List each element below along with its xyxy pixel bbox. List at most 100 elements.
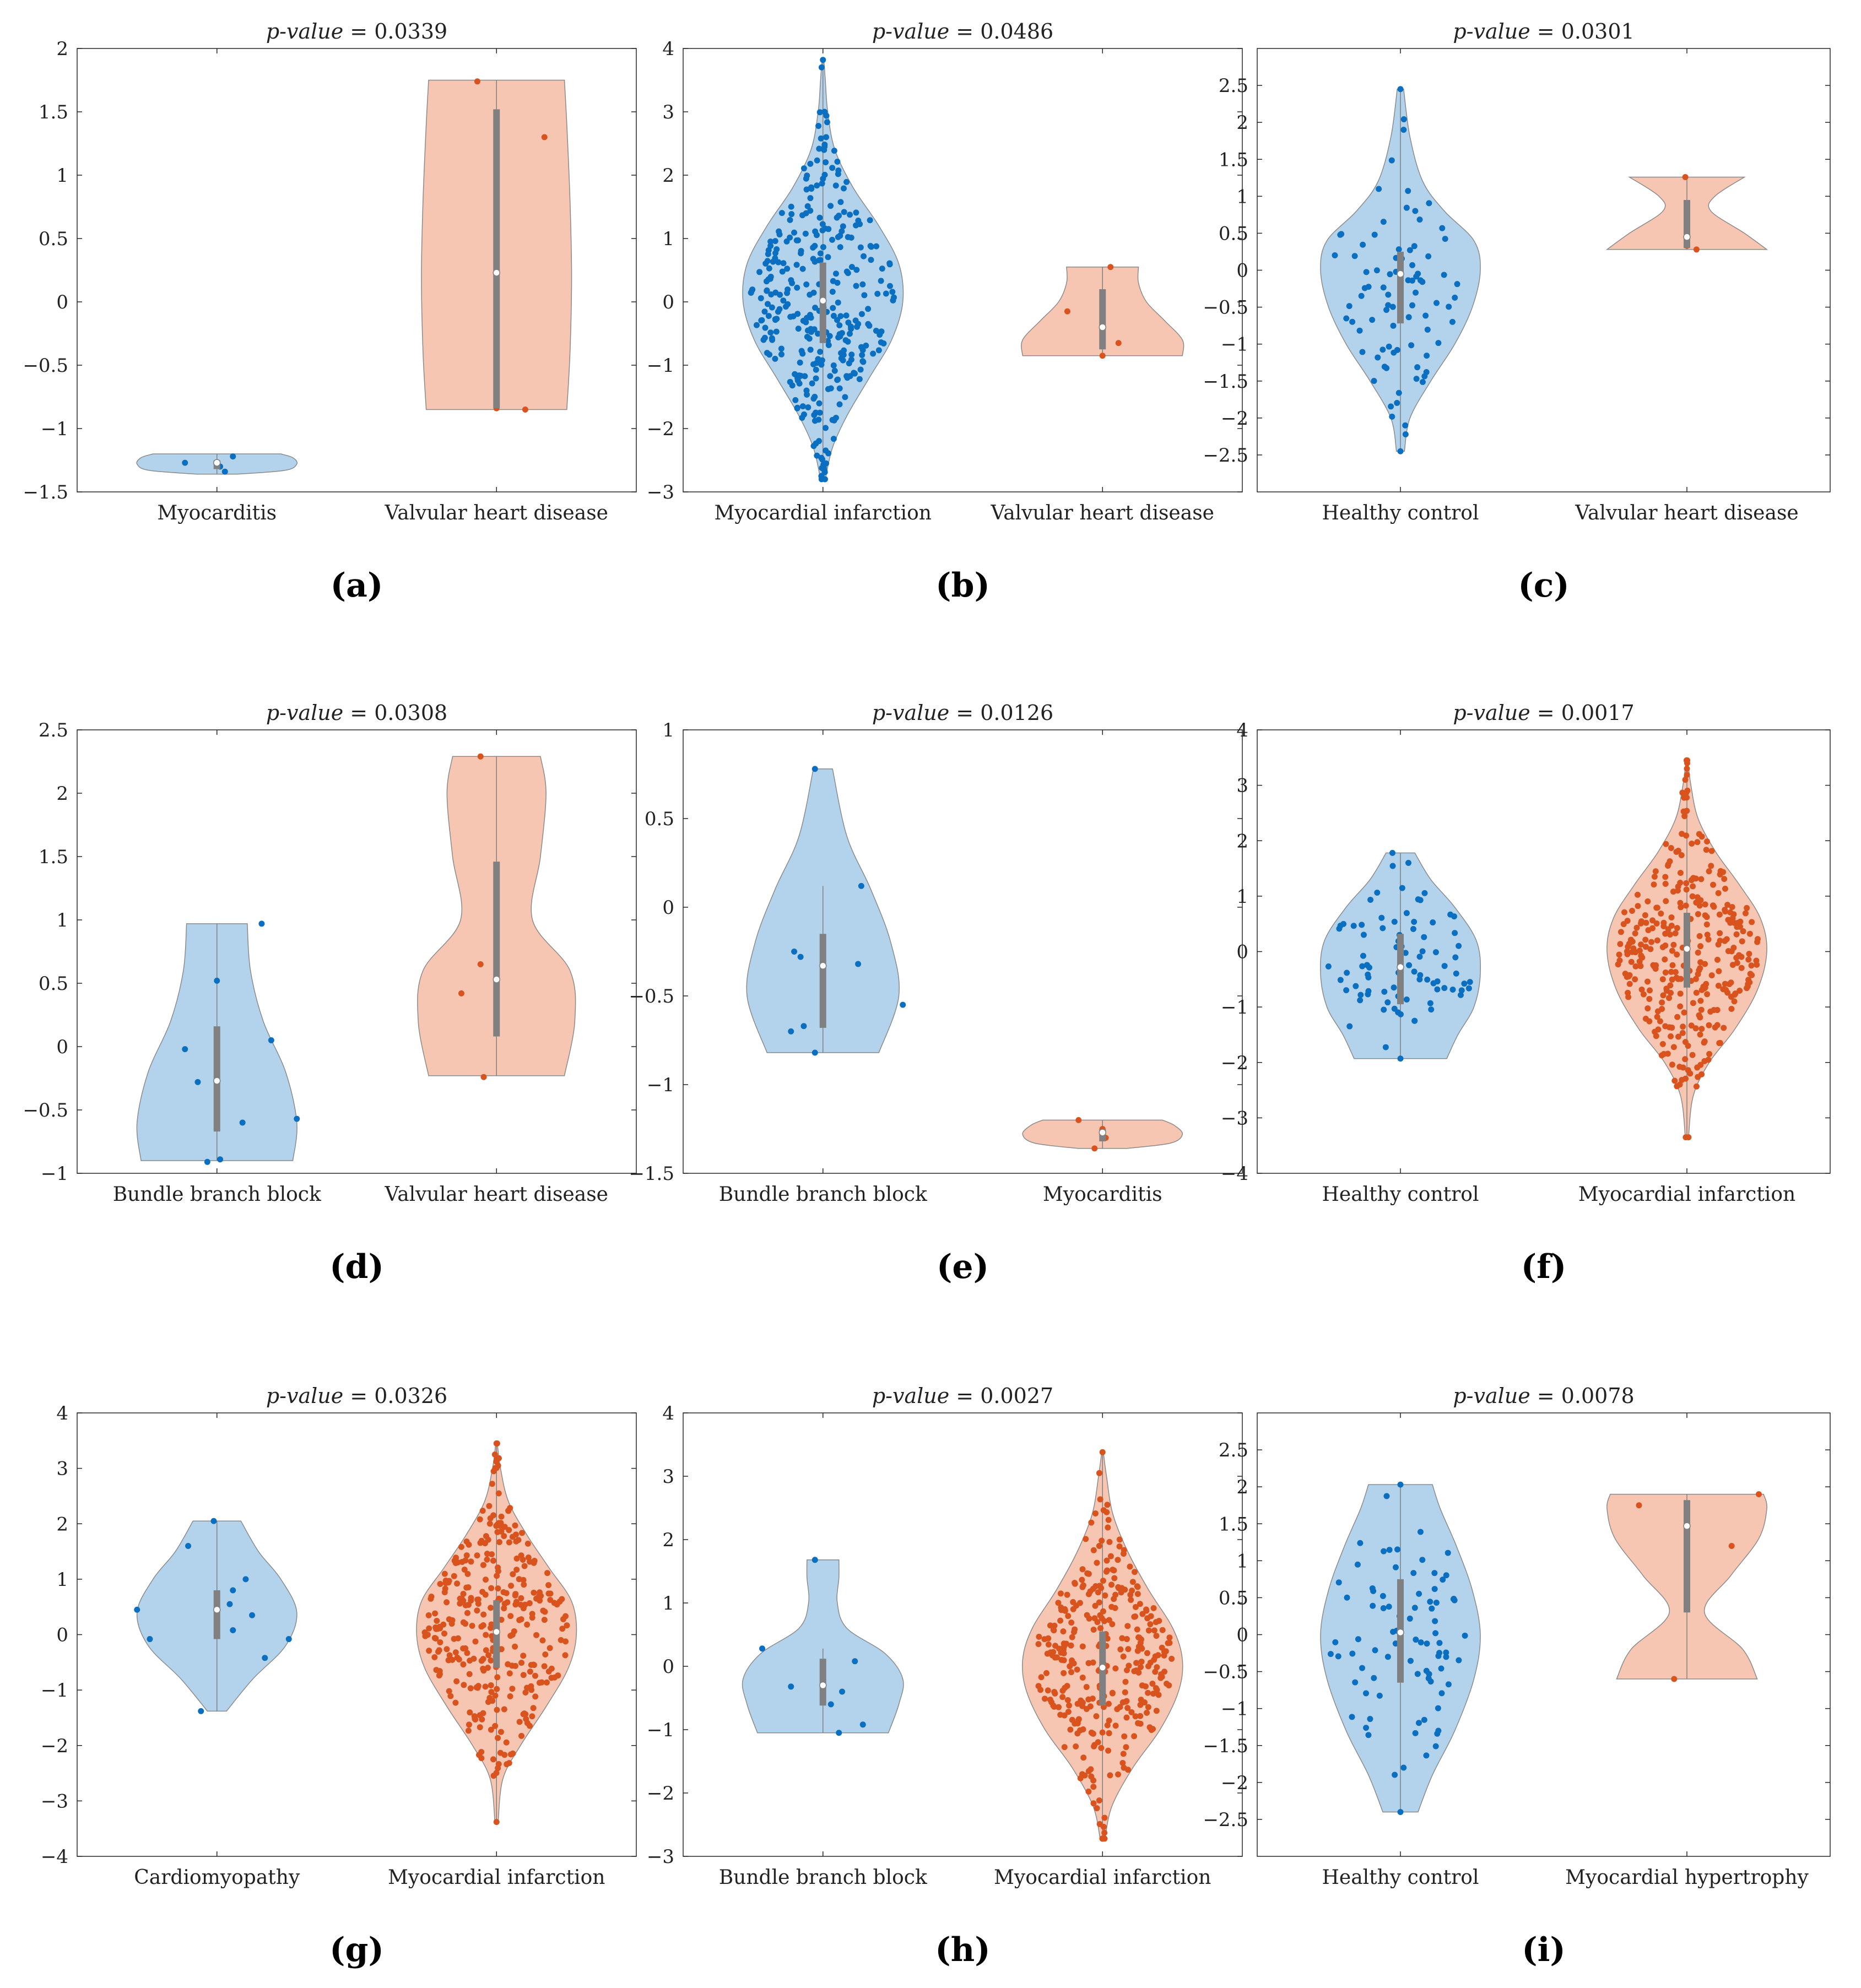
data-point bbox=[1679, 1030, 1686, 1036]
title-value: = 0.0301 bbox=[1530, 19, 1635, 44]
y-tick-label: 0 bbox=[56, 1624, 68, 1646]
data-point bbox=[556, 1598, 563, 1605]
data-point bbox=[1731, 998, 1738, 1005]
data-point bbox=[1432, 949, 1439, 956]
data-point bbox=[1072, 1580, 1078, 1587]
data-point bbox=[816, 438, 823, 445]
data-point bbox=[1103, 1557, 1110, 1564]
data-point bbox=[492, 1722, 499, 1729]
data-point bbox=[837, 199, 844, 205]
x-tick-label: Bundle branch block bbox=[719, 1183, 928, 1206]
data-point bbox=[1091, 1145, 1098, 1152]
x-tick-label: Bundle branch block bbox=[719, 1866, 928, 1889]
data-point bbox=[1118, 1587, 1124, 1594]
y-tick-label: 1 bbox=[662, 1592, 674, 1615]
data-point bbox=[855, 961, 862, 967]
data-point bbox=[1671, 1676, 1678, 1682]
data-point bbox=[1672, 930, 1679, 936]
data-point bbox=[541, 134, 548, 140]
data-point bbox=[1652, 868, 1659, 875]
data-point bbox=[1697, 959, 1704, 966]
data-point bbox=[1454, 281, 1460, 288]
data-point bbox=[1703, 981, 1709, 987]
data-point bbox=[1134, 1584, 1141, 1590]
data-point bbox=[1096, 1583, 1103, 1589]
data-point bbox=[1107, 264, 1114, 270]
data-point bbox=[1698, 833, 1705, 840]
data-point bbox=[451, 1573, 457, 1579]
data-point bbox=[1371, 378, 1377, 384]
data-point bbox=[1424, 353, 1430, 359]
data-point bbox=[1358, 292, 1365, 299]
data-point bbox=[812, 228, 819, 235]
data-point bbox=[1442, 236, 1448, 242]
data-point bbox=[1456, 1657, 1462, 1664]
data-point bbox=[1133, 1667, 1140, 1674]
data-point bbox=[819, 180, 825, 187]
y-tick-label: 0.5 bbox=[645, 808, 674, 830]
data-point bbox=[848, 264, 855, 270]
data-point bbox=[1457, 992, 1464, 998]
data-point bbox=[1648, 939, 1655, 945]
data-point bbox=[432, 1610, 439, 1617]
data-point bbox=[1432, 1618, 1438, 1624]
data-point bbox=[484, 1551, 490, 1557]
data-point bbox=[1132, 1613, 1139, 1620]
data-point bbox=[1739, 938, 1745, 945]
data-point bbox=[501, 1532, 507, 1539]
data-point bbox=[508, 1583, 515, 1589]
data-point bbox=[1655, 1026, 1662, 1033]
data-point bbox=[426, 1625, 432, 1632]
data-point bbox=[1729, 904, 1735, 911]
data-point bbox=[844, 375, 851, 381]
data-point bbox=[787, 234, 793, 241]
data-point bbox=[453, 1554, 459, 1561]
data-point bbox=[812, 258, 818, 265]
data-point bbox=[1075, 1117, 1082, 1123]
data-point bbox=[1361, 285, 1368, 291]
data-point bbox=[1439, 225, 1446, 231]
data-point bbox=[1156, 1618, 1162, 1624]
data-point bbox=[1410, 925, 1416, 932]
data-point bbox=[1745, 981, 1751, 987]
data-point bbox=[1654, 904, 1660, 911]
data-point bbox=[446, 1688, 452, 1694]
data-point bbox=[477, 961, 484, 967]
data-point bbox=[1637, 963, 1644, 969]
data-point bbox=[1380, 284, 1387, 291]
data-point bbox=[1698, 1026, 1705, 1032]
data-point bbox=[1085, 1696, 1092, 1703]
data-point bbox=[1097, 1625, 1104, 1632]
data-point bbox=[1337, 977, 1344, 983]
data-point bbox=[1166, 1682, 1172, 1689]
data-point bbox=[1416, 216, 1423, 223]
data-point bbox=[863, 342, 869, 349]
data-point bbox=[1357, 997, 1364, 1004]
data-point bbox=[1628, 958, 1635, 965]
data-point bbox=[753, 322, 760, 328]
data-point bbox=[488, 1726, 494, 1733]
data-point bbox=[1668, 989, 1674, 996]
x-tick-label: Valvular heart disease bbox=[385, 502, 608, 524]
data-point bbox=[1115, 1557, 1121, 1563]
data-point bbox=[1683, 886, 1690, 893]
y-tick-label: 1 bbox=[1236, 886, 1248, 908]
data-point bbox=[1659, 1006, 1665, 1012]
y-tick-label: 0.5 bbox=[39, 228, 68, 250]
data-point bbox=[1746, 930, 1753, 937]
data-point bbox=[426, 1648, 432, 1654]
data-point bbox=[1387, 271, 1393, 278]
group-valvular-heart-disease: Valvular heart disease bbox=[1575, 48, 1799, 524]
data-point bbox=[1658, 1052, 1665, 1059]
data-point bbox=[496, 1539, 502, 1546]
data-point bbox=[1095, 1739, 1101, 1746]
data-point bbox=[883, 290, 889, 297]
y-tick-label: 1 bbox=[662, 719, 674, 741]
data-point bbox=[814, 157, 820, 164]
data-point bbox=[1675, 1033, 1681, 1040]
data-point bbox=[1085, 1660, 1092, 1666]
data-point bbox=[495, 1490, 502, 1497]
group-bundle-branch-block: Bundle branch block bbox=[719, 730, 928, 1206]
data-point bbox=[480, 1710, 486, 1716]
data-point bbox=[515, 1537, 522, 1543]
